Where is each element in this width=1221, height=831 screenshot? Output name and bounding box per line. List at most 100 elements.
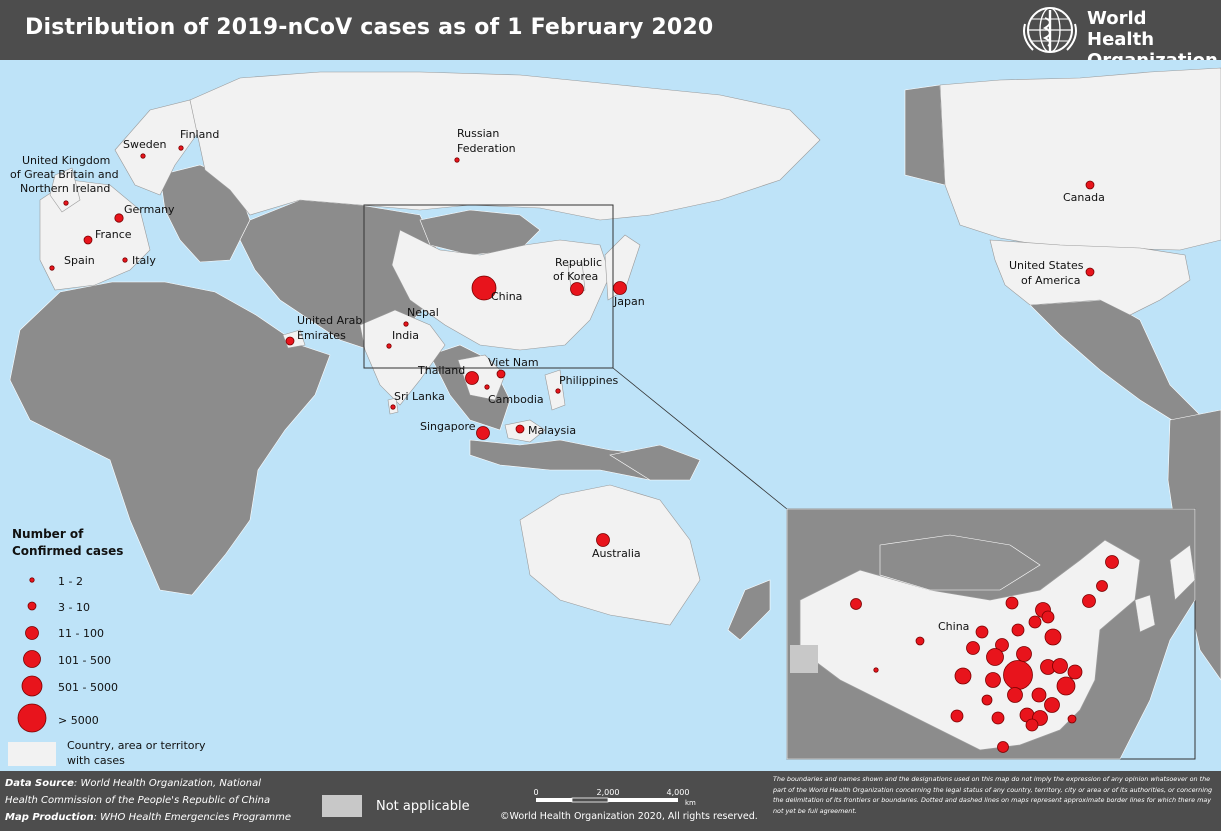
label-uae-2: Emirates: [297, 329, 346, 342]
inset-marker-19: [1052, 658, 1068, 674]
label-usa-2: of America: [1021, 274, 1080, 287]
land-no-cases: [9, 84, 1221, 681]
new-guinea-landmass: [609, 444, 701, 481]
inset-mongolia: [879, 534, 1041, 591]
label-spain: Spain: [64, 254, 95, 267]
marker-korea: [570, 282, 584, 296]
marker-singapore: [476, 426, 490, 440]
legend-symbol-3: [25, 626, 39, 640]
legend-title-line2: Confirmed cases: [12, 544, 123, 558]
who-emblem-icon: [1023, 7, 1077, 53]
inset-marker-25: [1007, 687, 1023, 703]
map-production-line: Map Production: WHO Health Emergencies P…: [5, 812, 291, 823]
marker-india: [386, 343, 392, 349]
inset-not-applicable-area: [790, 645, 818, 673]
inset-marker-24: [985, 672, 1001, 688]
marker-sweden: [140, 153, 146, 159]
inset-marker-26: [1031, 687, 1047, 703]
legend-symbol-4: [23, 650, 41, 668]
who-name-line1: World Health: [1087, 8, 1155, 50]
marker-italy: [122, 257, 128, 263]
label-nepal: Nepal: [407, 306, 439, 319]
russia: [189, 71, 821, 221]
legend-class-3: 11 - 100: [58, 627, 104, 640]
inset-marker-30: [991, 711, 1005, 725]
header-bar: Distribution of 2019-nCoV cases as of 1 …: [0, 0, 1221, 71]
mongolia-landmass: [419, 209, 541, 256]
legend-title-line1: Number of: [12, 527, 84, 541]
marker-china: [471, 275, 497, 301]
inset-marker-11: [975, 625, 989, 639]
legend-class-5: 501 - 5000: [58, 681, 118, 694]
china-inset: China: [786, 508, 1196, 760]
label-uk-3: Northern Ireland: [20, 182, 110, 195]
zoom-connector-line: [612, 367, 788, 510]
scale-tick-2000: 2,000: [597, 788, 620, 797]
land-with-cases: [39, 67, 1221, 626]
label-china: China: [491, 290, 522, 303]
marker-uk: [63, 200, 69, 206]
inset-marker-12: [1011, 623, 1025, 637]
legend-symbol-1: [29, 577, 35, 583]
data-source-label: Data Source: [5, 778, 74, 789]
legend-class-2: 3 - 10: [58, 601, 90, 614]
legend-class-1: 1 - 2: [58, 575, 83, 588]
data-source-line1: Data Source: World Health Organization, …: [5, 778, 261, 789]
label-sweden: Sweden: [123, 138, 166, 151]
label-uk-1: United Kingdom: [22, 154, 110, 167]
label-thailand: Thailand: [417, 364, 465, 377]
uk-island: [49, 167, 81, 213]
inset-marker-17: [1003, 660, 1033, 690]
legend-cases-swatch: [8, 742, 56, 766]
scale-tick-0: 0: [533, 788, 538, 797]
world-map: China Finland Sweden Russian Federation …: [0, 60, 1221, 771]
china: [391, 229, 611, 351]
australia: [519, 484, 701, 626]
legend-cases-line2: with cases: [67, 754, 125, 767]
legend-symbol-5: [21, 675, 43, 697]
china-zoom-frame: [363, 204, 614, 369]
marker-spain: [49, 265, 55, 271]
data-source-line2: Health Commission of the People's Republ…: [5, 795, 271, 806]
scandinavia: [114, 99, 201, 196]
malaysia: [504, 419, 546, 443]
inset-marker-29: [950, 709, 964, 723]
legend-symbol-6: [17, 703, 47, 733]
scale-unit: km: [685, 799, 696, 807]
philippines: [544, 369, 566, 411]
label-japan: Japan: [613, 295, 645, 308]
marker-philippines: [555, 388, 561, 394]
copyright: ©World Health Organization 2020, All rig…: [500, 811, 758, 822]
map-title: Distribution of 2019-nCoV cases as of 1 …: [25, 15, 714, 40]
marker-nepal: [403, 321, 409, 327]
new-zealand-landmass: [727, 579, 771, 641]
scale-segment-2: [571, 797, 609, 803]
label-uae-1: United Arab: [297, 314, 362, 327]
inset-marker-6: [1082, 594, 1096, 608]
marker-thailand: [465, 371, 479, 385]
inset-japan-island: [1169, 544, 1196, 601]
disclaimer: The boundaries and names shown and the d…: [773, 775, 1213, 815]
label-uk-2: of Great Britain and: [10, 168, 119, 181]
not-applicable-label: Not applicable: [376, 799, 470, 814]
india: [359, 309, 446, 406]
marker-russia: [454, 157, 460, 163]
label-korea-2: of Korea: [553, 270, 598, 283]
legend-class-6: > 5000: [58, 714, 99, 727]
legend-symbol-2: [27, 601, 37, 611]
united-states: [989, 239, 1191, 316]
data-source-text: : World Health Organization, National: [73, 778, 262, 789]
inset-marker-14: [966, 641, 980, 655]
map-production-label: Map Production: [5, 812, 94, 823]
scale-bar: 0 2,000 4,000 km: [533, 788, 696, 807]
thailand-viet-nam-cambodia: [457, 354, 506, 401]
inset-marker-23: [954, 667, 972, 685]
inset-marker-33: [1025, 718, 1039, 732]
label-singapore: Singapore: [420, 420, 476, 433]
inset-marker-7: [1005, 596, 1019, 610]
marker-viet-nam: [496, 369, 506, 379]
legend-cases-line1: Country, area or territory: [67, 739, 206, 752]
marker-cambodia: [484, 384, 490, 390]
inset-marker-20: [1067, 664, 1083, 680]
label-canada: Canada: [1063, 191, 1105, 204]
